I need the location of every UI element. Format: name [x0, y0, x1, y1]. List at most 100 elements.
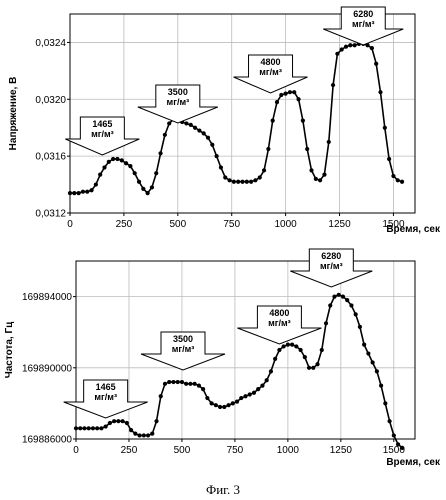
data-point — [387, 156, 392, 162]
data-point — [137, 433, 142, 438]
y-tick-label: 0,0324 — [35, 38, 66, 49]
data-point — [287, 90, 293, 95]
data-point — [226, 403, 231, 408]
data-point — [319, 347, 324, 353]
data-point — [217, 404, 223, 410]
data-point — [318, 178, 323, 183]
data-point — [395, 442, 401, 447]
data-point — [270, 118, 275, 123]
y-tick-label: 169894000 — [22, 292, 72, 303]
data-point — [322, 172, 327, 177]
data-point — [306, 365, 312, 370]
data-point — [249, 179, 254, 184]
data-point — [290, 342, 295, 347]
data-point — [335, 51, 340, 56]
data-point — [374, 61, 379, 66]
data-point — [85, 189, 90, 194]
data-point — [266, 146, 271, 152]
data-point — [247, 392, 252, 397]
data-point — [158, 151, 163, 156]
data-point — [73, 426, 79, 431]
data-point — [171, 379, 176, 385]
data-point — [175, 379, 180, 385]
data-point — [387, 419, 392, 424]
y-tick-label: 169886000 — [22, 435, 72, 446]
data-point — [149, 185, 155, 190]
data-point — [67, 191, 73, 196]
data-point — [332, 294, 337, 299]
data-point — [260, 383, 265, 388]
data-point — [264, 378, 269, 383]
data-point — [305, 146, 310, 152]
data-point — [223, 175, 228, 180]
data-point — [112, 419, 117, 424]
arrow-unit: мг/м³ — [172, 344, 195, 354]
x-tick-label: 750 — [223, 219, 240, 230]
data-point — [222, 404, 227, 410]
plot-frame — [75, 260, 416, 440]
data-point — [274, 100, 280, 105]
plot-frame — [69, 13, 416, 214]
data-point — [210, 142, 215, 147]
data-point — [243, 394, 248, 399]
data-point — [209, 401, 214, 406]
data-point — [285, 342, 290, 347]
data-point — [256, 387, 261, 392]
data-point — [302, 355, 307, 360]
arrow-value: 4800 — [261, 57, 281, 67]
data-point — [76, 191, 81, 196]
arrow-unit: мг/м³ — [352, 19, 375, 29]
data-point — [330, 82, 336, 88]
data-point — [391, 433, 396, 438]
data-point — [294, 344, 299, 349]
arrow-value: 6280 — [321, 251, 341, 261]
arrow-shape — [65, 116, 140, 156]
data-point — [298, 347, 303, 353]
data-point — [231, 179, 236, 184]
arrow-value: 4800 — [269, 308, 289, 318]
arrow-unit: мг/м³ — [91, 129, 114, 139]
data-point — [353, 312, 358, 317]
data-point — [150, 431, 155, 436]
arrow-shape — [137, 84, 218, 124]
data-point — [345, 298, 350, 303]
data-point — [277, 347, 282, 353]
arrow-shape — [63, 379, 148, 419]
y-tick-label: 0,0312 — [35, 209, 66, 220]
data-point — [349, 303, 354, 308]
data-point — [379, 383, 384, 388]
arrow-value: 1465 — [96, 382, 116, 392]
data-point — [205, 395, 210, 401]
data-point — [283, 91, 288, 96]
arrow-value: 1465 — [92, 119, 112, 129]
arrow-shape — [233, 54, 308, 94]
data-point — [268, 369, 274, 374]
data-point — [279, 92, 284, 98]
data-point — [82, 426, 87, 431]
data-point — [399, 179, 405, 184]
data-point — [230, 401, 235, 406]
arrow-value: 3500 — [168, 87, 188, 97]
data-point — [236, 179, 241, 184]
data-point — [103, 424, 108, 429]
data-point — [133, 431, 138, 436]
data-point — [348, 43, 353, 48]
data-point — [366, 351, 371, 356]
figure-caption: Фиг. 3 — [206, 482, 240, 497]
y-tick-label: 0,0320 — [35, 95, 66, 106]
data-point — [281, 344, 286, 349]
arrow-shape — [237, 305, 322, 345]
arrow-unit: мг/м³ — [259, 67, 282, 77]
data-point — [201, 387, 206, 392]
data-point — [154, 171, 159, 176]
data-point — [98, 172, 103, 177]
data-point — [124, 420, 129, 426]
data-point — [89, 188, 94, 193]
x-tick-label: 1000 — [275, 219, 298, 230]
data-point — [154, 419, 159, 424]
